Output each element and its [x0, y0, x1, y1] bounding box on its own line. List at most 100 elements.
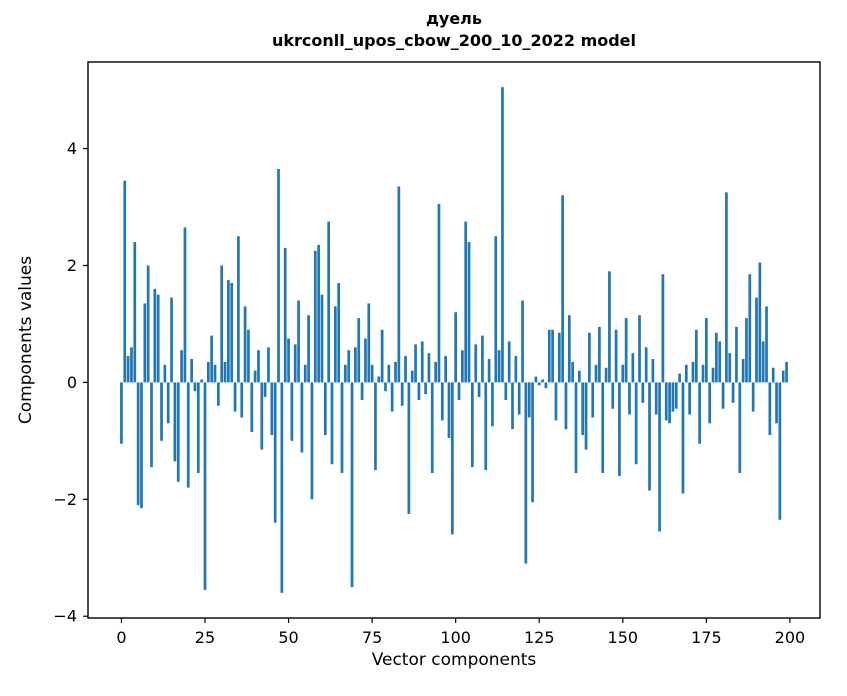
bar	[190, 359, 193, 383]
bar	[467, 242, 471, 383]
bar	[738, 382, 742, 474]
bar	[531, 382, 534, 503]
bar	[601, 382, 605, 474]
x-tick-label: 0	[116, 628, 126, 647]
bar	[484, 382, 488, 471]
bar	[444, 356, 447, 383]
bar	[277, 168, 280, 383]
bar	[287, 338, 290, 383]
bar	[217, 382, 220, 406]
bar	[150, 382, 153, 468]
bar	[517, 382, 521, 415]
bar	[715, 332, 718, 383]
bar	[561, 195, 564, 383]
bar	[651, 359, 655, 383]
bar	[768, 382, 772, 436]
bar	[323, 382, 327, 436]
y-axis-label: Components values	[16, 255, 36, 425]
bar	[544, 382, 548, 389]
bar	[176, 382, 180, 482]
bar	[136, 382, 140, 506]
bar	[447, 382, 451, 438]
bar	[417, 382, 421, 400]
bar	[160, 382, 163, 441]
bar	[200, 379, 203, 383]
bar	[494, 236, 498, 383]
bar	[741, 359, 745, 383]
bar	[631, 353, 635, 383]
bar	[537, 382, 541, 386]
bar	[263, 382, 267, 398]
bar	[414, 344, 417, 383]
bar	[317, 244, 320, 383]
bar	[628, 382, 631, 415]
bar	[567, 315, 571, 383]
bar	[130, 347, 133, 383]
chart-title-block: дуель ukrconll_upos_cbow_200_10_2022 mod…	[88, 8, 820, 52]
bar	[611, 382, 615, 409]
bar	[735, 326, 738, 383]
bar	[457, 382, 461, 400]
bar	[728, 353, 732, 383]
bar	[524, 382, 528, 564]
bar	[711, 367, 715, 383]
bar	[614, 329, 618, 383]
bar	[781, 370, 785, 383]
bar	[598, 326, 601, 383]
bar	[350, 382, 354, 588]
bar	[511, 382, 514, 430]
bar	[257, 350, 260, 383]
bar	[394, 361, 397, 383]
bar	[591, 382, 595, 418]
y-tick-label: −2	[53, 490, 77, 509]
bar	[240, 382, 244, 418]
bar	[644, 347, 648, 383]
bar	[701, 364, 705, 383]
bar	[143, 303, 147, 383]
bar	[751, 382, 755, 412]
bar	[227, 280, 230, 383]
bar	[514, 356, 518, 383]
bar	[584, 382, 588, 450]
bar	[708, 382, 712, 424]
bar	[621, 364, 625, 383]
bar	[203, 382, 207, 590]
bar	[638, 315, 641, 383]
bar	[186, 382, 190, 488]
bar	[608, 271, 611, 383]
bar	[661, 274, 665, 383]
bar	[437, 204, 441, 383]
bar	[400, 382, 404, 406]
bar	[748, 274, 752, 383]
bar	[698, 382, 702, 444]
bar	[577, 370, 581, 383]
bar	[280, 382, 284, 593]
bar	[658, 382, 661, 532]
bar	[270, 382, 274, 436]
bar	[377, 376, 381, 383]
bar	[487, 359, 491, 383]
bar	[233, 382, 237, 412]
bar	[247, 329, 250, 383]
bar	[521, 300, 524, 383]
bar	[671, 382, 675, 412]
bar	[534, 376, 538, 383]
bar	[481, 335, 484, 383]
bar	[594, 364, 598, 383]
bar	[547, 329, 551, 383]
bar	[434, 361, 437, 383]
bar	[146, 265, 150, 383]
bar	[196, 382, 200, 474]
y-tick-label: 2	[67, 256, 77, 275]
bar	[310, 382, 314, 500]
bar	[765, 306, 768, 383]
bar	[170, 297, 173, 383]
bar	[213, 364, 217, 383]
x-tick-label: 50	[278, 628, 298, 647]
bar	[173, 382, 177, 462]
bar	[273, 382, 277, 523]
bar	[681, 382, 685, 494]
bar	[461, 350, 464, 383]
bar	[691, 361, 695, 383]
